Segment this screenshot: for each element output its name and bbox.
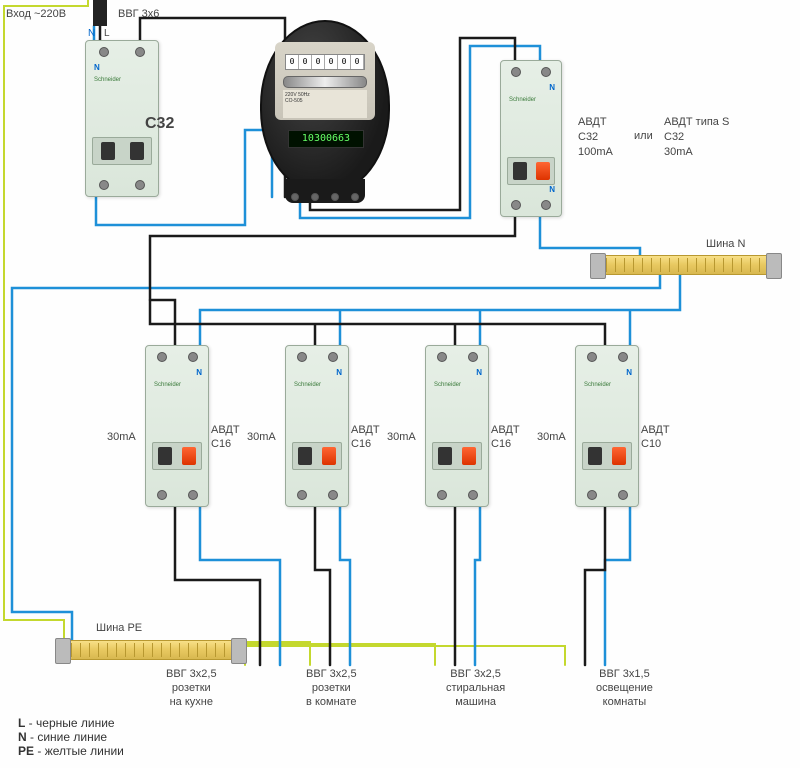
circuit-current-4: 30mA xyxy=(537,431,566,443)
legend: L - черные линие N - синие линие PE - же… xyxy=(18,716,124,758)
circuit-current-1: 30mA xyxy=(107,431,136,443)
bus-pe xyxy=(60,640,242,660)
circuit-cable-1: ВВГ 3x2,5розеткина кухне xyxy=(166,668,217,709)
l-marker: L xyxy=(104,28,110,39)
avdt-or-label: или xyxy=(634,130,653,142)
circuit-cable-2: ВВГ 3x2,5розеткив комнате xyxy=(306,668,357,709)
circuit-rating-1: АВДТ C16 xyxy=(211,423,240,452)
circuit-rating-4: АВДТ C10 xyxy=(641,423,670,452)
circuit-current-3: 30mA xyxy=(387,431,416,443)
circuit-cable-4: ВВГ 3x1,5освещениекомнаты xyxy=(596,668,653,709)
circuit-breaker-2: N Schneider xyxy=(285,345,349,507)
bus-n xyxy=(595,255,777,275)
avdt-main-label-1: АВДТ C32 100mA xyxy=(578,115,613,160)
circuit-current-2: 30mA xyxy=(247,431,276,443)
n-marker: N xyxy=(88,28,95,39)
circuit-rating-2: АВДТ C16 xyxy=(351,423,380,452)
circuit-cable-3: ВВГ 3x2,5стиральнаямашина xyxy=(446,668,505,709)
brand-label: Schneider xyxy=(94,77,121,83)
circuit-breaker-3: N Schneider xyxy=(425,345,489,507)
avdt-main-label-2: АВДТ типа S C32 30mA xyxy=(664,115,729,160)
main-breaker-rating: C32 xyxy=(145,115,174,133)
bus-n-label: Шина N xyxy=(706,238,745,250)
meter-counter: 000000 xyxy=(285,54,365,70)
circuit-breaker-4: N Schneider xyxy=(575,345,639,507)
energy-meter: 000000 220V 50HzCO-505 10300663 xyxy=(260,20,390,195)
meter-lcd: 10300663 xyxy=(288,130,364,148)
circuit-rating-3: АВДТ C16 xyxy=(491,423,520,452)
bus-pe-label: Шина PE xyxy=(96,622,142,634)
avdt-main: N Schneider N xyxy=(500,60,562,217)
input-voltage-label: Вход ~220В xyxy=(6,8,66,20)
input-terminal xyxy=(93,0,107,26)
input-cable-label: ВВГ 3x6 xyxy=(118,8,159,20)
circuit-breaker-1: N Schneider xyxy=(145,345,209,507)
